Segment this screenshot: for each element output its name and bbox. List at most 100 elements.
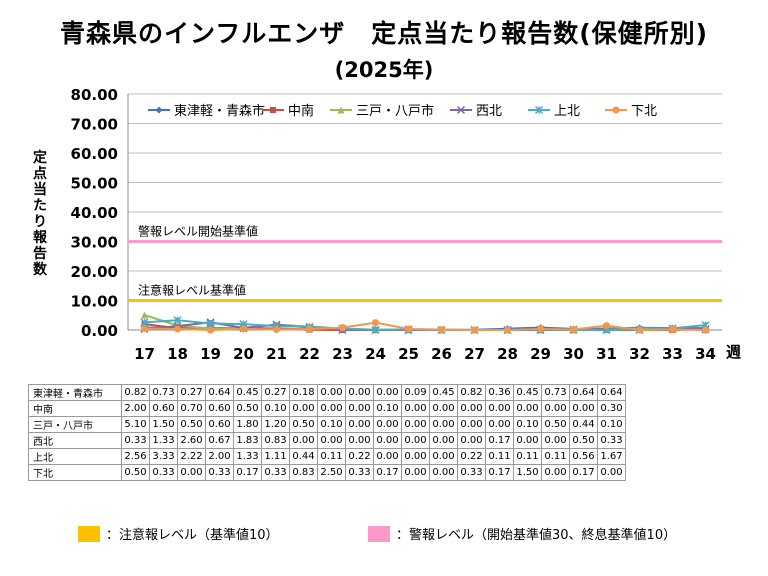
table-cell: 0.00 bbox=[345, 416, 374, 433]
table-cell: 0.00 bbox=[373, 432, 402, 449]
table-cell: 1.33 bbox=[233, 448, 262, 465]
table-cell: 0.00 bbox=[429, 416, 458, 433]
table-cell: 1.50 bbox=[513, 464, 542, 481]
warning-level-swatch bbox=[368, 525, 390, 542]
x-tick-label: 26 bbox=[431, 345, 452, 363]
table-cell: 2.00 bbox=[121, 400, 150, 417]
x-tick-label: 31 bbox=[596, 345, 617, 363]
table-cell: 0.73 bbox=[149, 384, 178, 401]
table-cell: 0.22 bbox=[457, 448, 486, 465]
y-tick-label: 70.00 bbox=[71, 116, 118, 134]
table-cell: 1.83 bbox=[233, 432, 262, 449]
table-cell: 0.00 bbox=[541, 432, 570, 449]
table-cell: 0.00 bbox=[177, 464, 206, 481]
legend-label: 三戸・八戸市 bbox=[356, 103, 434, 119]
table-cell: 1.20 bbox=[261, 416, 290, 433]
x-tick-label: 29 bbox=[530, 345, 551, 363]
table-cell: 0.33 bbox=[345, 464, 374, 481]
table-cell: 0.64 bbox=[569, 384, 598, 401]
table-cell: 0.33 bbox=[597, 432, 626, 449]
table-cell: 0.00 bbox=[513, 432, 542, 449]
table-row-header: 上北 bbox=[28, 448, 122, 465]
table-cell: 5.10 bbox=[121, 416, 150, 433]
data-point bbox=[636, 326, 643, 334]
x-tick-label: 34 bbox=[695, 345, 716, 363]
table-row-header: 下北 bbox=[28, 464, 122, 481]
table-cell: 0.00 bbox=[429, 464, 458, 481]
legend-marker bbox=[534, 105, 544, 115]
table-cell: 0.09 bbox=[401, 384, 430, 401]
table-cell: 0.00 bbox=[541, 400, 570, 417]
table-cell: 0.10 bbox=[373, 400, 402, 417]
data-point bbox=[141, 325, 148, 333]
table-cell: 0.00 bbox=[401, 448, 430, 465]
legend-marker bbox=[337, 106, 345, 114]
x-axis-label: 週 bbox=[726, 343, 741, 361]
table-cell: 0.00 bbox=[401, 464, 430, 481]
legend-marker bbox=[612, 106, 620, 114]
table-row: 西北 0.33 1.33 2.60 0.67 1.83 0.83 0.00 0.00 0.00 0.… bbox=[28, 432, 626, 449]
warning-level-key: ：警報レベル（開始基準値30、終息基準値10） bbox=[368, 524, 676, 543]
y-tick-label: 40.00 bbox=[71, 204, 118, 222]
table-cell: 0.00 bbox=[429, 448, 458, 465]
table-cell: 0.82 bbox=[457, 384, 486, 401]
data-point bbox=[141, 311, 148, 319]
y-tick-label: 30.00 bbox=[71, 234, 118, 252]
table-cell: 0.00 bbox=[401, 416, 430, 433]
table-cell: 0.60 bbox=[205, 416, 234, 433]
table-cell: 0.50 bbox=[233, 400, 262, 417]
table-cell: 0.00 bbox=[373, 384, 402, 401]
table-cell: 1.67 bbox=[597, 448, 626, 465]
table-cell: 0.00 bbox=[289, 400, 318, 417]
data-point bbox=[438, 325, 445, 333]
x-tick-label: 21 bbox=[266, 345, 287, 363]
data-point bbox=[273, 325, 280, 333]
table-cell: 0.00 bbox=[569, 400, 598, 417]
chart-subtitle: (2025年) bbox=[334, 58, 434, 82]
table-cell: 0.10 bbox=[317, 416, 346, 433]
table-cell: 0.45 bbox=[233, 384, 262, 401]
data-point bbox=[570, 325, 577, 333]
table-row-header: 東津軽・青森市 bbox=[28, 384, 122, 401]
table-cell: 0.82 bbox=[121, 384, 150, 401]
table-cell: 0.17 bbox=[569, 464, 598, 481]
legend-label: 下北 bbox=[631, 104, 657, 119]
table-cell: 0.17 bbox=[485, 432, 514, 449]
data-point bbox=[537, 325, 544, 333]
table-cell: 2.50 bbox=[317, 464, 346, 481]
table-cell: 0.30 bbox=[597, 400, 626, 417]
x-tick-label: 27 bbox=[464, 345, 485, 363]
table-cell: 0.00 bbox=[429, 400, 458, 417]
table-cell: 0.00 bbox=[373, 448, 402, 465]
table-cell: 0.00 bbox=[401, 400, 430, 417]
y-tick-label: 20.00 bbox=[71, 263, 118, 281]
x-tick-label: 30 bbox=[563, 345, 584, 363]
legend-label: 上北 bbox=[554, 104, 580, 119]
table-cell: 2.60 bbox=[177, 432, 206, 449]
x-tick-label: 24 bbox=[365, 345, 386, 363]
chart-title: 青森県のインフルエンザ 定点当たり報告数(保健所別) bbox=[59, 19, 709, 48]
table-cell: 0.10 bbox=[513, 416, 542, 433]
table-cell: 0.00 bbox=[317, 400, 346, 417]
table-cell: 0.73 bbox=[541, 384, 570, 401]
data-table: 東津軽・青森市 0.82 0.73 0.27 0.64 0.45 0.27 0.18 0.00 0… bbox=[28, 384, 626, 481]
table-row: 下北 0.50 0.33 0.00 0.33 0.17 0.33 0.83 2.50 0.33 0.… bbox=[28, 464, 626, 481]
table-cell: 2.56 bbox=[121, 448, 150, 465]
table-cell: 2.22 bbox=[177, 448, 206, 465]
table-cell: 0.17 bbox=[233, 464, 262, 481]
data-point bbox=[240, 325, 247, 333]
table-cell: 2.00 bbox=[205, 448, 234, 465]
legend-label: 中南 bbox=[288, 103, 314, 119]
table-cell: 0.11 bbox=[541, 448, 570, 465]
table-cell: 0.00 bbox=[597, 464, 626, 481]
table-cell: 0.36 bbox=[485, 384, 514, 401]
table-cell: 1.80 bbox=[233, 416, 262, 433]
table-cell: 0.00 bbox=[317, 432, 346, 449]
table-cell: 0.11 bbox=[513, 448, 542, 465]
legend-marker bbox=[155, 106, 163, 114]
table-cell: 0.00 bbox=[317, 384, 346, 401]
table-row: 上北 2.56 3.33 2.22 2.00 1.33 1.11 0.44 0.11 0.22 0.… bbox=[28, 448, 626, 465]
table-cell: 0.83 bbox=[289, 464, 318, 481]
legend-marker bbox=[270, 107, 276, 113]
table-cell: 0.17 bbox=[485, 464, 514, 481]
